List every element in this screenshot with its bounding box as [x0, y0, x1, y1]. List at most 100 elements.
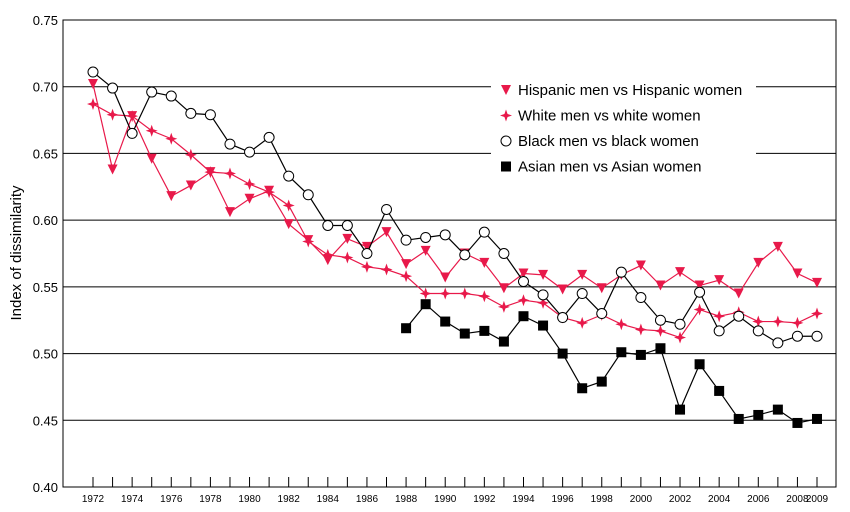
data-point — [459, 249, 471, 261]
data-point — [184, 148, 197, 161]
x-tick-label: 2006 — [747, 494, 770, 505]
data-point — [400, 270, 413, 283]
series-3 — [401, 299, 822, 428]
y-tick-label: 0.75 — [33, 13, 58, 28]
data-point — [792, 417, 803, 428]
data-point — [204, 166, 217, 179]
data-point — [498, 336, 509, 347]
data-point — [302, 235, 315, 248]
data-point — [753, 257, 764, 268]
x-tick-label: 2004 — [708, 494, 731, 505]
data-point — [537, 289, 549, 301]
data-point — [361, 241, 372, 252]
y-tick-label: 0.45 — [33, 413, 58, 428]
data-point — [146, 153, 157, 164]
data-point — [752, 315, 765, 328]
data-point — [675, 404, 686, 415]
y-axis-ticks: 0.40 0.45 0.50 0.55 0.60 0.65 0.70 0.75 — [33, 13, 58, 495]
data-point — [772, 337, 784, 349]
data-point — [518, 311, 529, 322]
data-point — [772, 404, 783, 415]
data-point — [557, 312, 569, 324]
data-point — [694, 280, 705, 291]
data-point — [342, 233, 353, 244]
data-point — [654, 314, 666, 326]
data-point — [498, 283, 509, 294]
y-tick-label: 0.65 — [33, 146, 58, 161]
x-tick-label: 1982 — [278, 494, 301, 505]
data-point — [615, 318, 628, 331]
data-point — [107, 164, 118, 175]
x-tick-label: 1978 — [199, 494, 222, 505]
data-point — [282, 199, 295, 212]
data-point — [458, 287, 471, 300]
y-tick-label: 0.40 — [33, 480, 58, 495]
x-axis-ticks: 1972 1974 1976 1978 1980 1982 1984 1986 1988 1990… — [82, 477, 829, 505]
data-point — [674, 318, 686, 330]
y-tick-label: 0.55 — [33, 280, 58, 295]
data-point — [420, 245, 431, 256]
legend-marker — [501, 161, 511, 172]
data-point — [145, 124, 158, 137]
data-point — [166, 191, 177, 202]
data-point — [244, 193, 255, 204]
data-point — [244, 146, 256, 158]
data-point — [615, 266, 627, 278]
data-point — [263, 186, 276, 199]
data-point — [557, 348, 568, 359]
data-point — [752, 325, 764, 337]
data-point — [694, 286, 706, 298]
data-point — [439, 229, 451, 241]
data-point — [596, 283, 607, 294]
data-point — [185, 180, 196, 191]
legend: Hispanic men vs Hispanic women White men … — [491, 71, 756, 189]
data-point — [87, 98, 99, 111]
data-point — [479, 257, 490, 268]
x-tick-label: 1994 — [512, 494, 535, 505]
data-point — [537, 296, 550, 309]
data-point — [518, 268, 529, 279]
data-point — [497, 300, 510, 313]
data-point — [693, 303, 706, 316]
data-point — [576, 316, 589, 329]
data-point — [360, 260, 373, 273]
data-point — [106, 108, 119, 121]
data-point — [126, 127, 138, 139]
legend-label: White men vs white women — [518, 108, 701, 125]
data-point — [654, 324, 667, 337]
x-tick-label: 2009 — [806, 494, 829, 505]
data-point — [812, 413, 822, 424]
data-point — [557, 284, 568, 295]
data-point — [713, 325, 725, 337]
data-point — [517, 294, 530, 307]
data-point — [811, 307, 823, 320]
data-point — [634, 323, 647, 336]
data-point — [811, 330, 823, 342]
x-tick-label: 2000 — [630, 494, 653, 505]
x-tick-label: 1990 — [434, 494, 457, 505]
series-line — [405, 303, 818, 424]
data-point — [517, 276, 529, 288]
data-point — [87, 66, 99, 78]
data-point — [185, 107, 197, 119]
data-point — [107, 82, 119, 94]
data-point — [146, 86, 158, 98]
x-tick-label: 1974 — [121, 494, 144, 505]
legend-background — [491, 71, 756, 189]
data-point — [635, 260, 646, 271]
data-point — [401, 323, 412, 334]
data-point — [635, 349, 646, 360]
data-point — [400, 234, 412, 246]
data-point — [674, 331, 687, 344]
data-point — [341, 251, 354, 264]
data-point — [714, 275, 725, 286]
data-point — [381, 227, 392, 238]
x-tick-label: 1988 — [395, 494, 418, 505]
legend-label: Black men vs black women — [518, 133, 699, 150]
data-point — [420, 231, 432, 243]
data-point — [733, 310, 745, 322]
data-point — [596, 308, 608, 320]
data-point — [204, 109, 216, 121]
y-tick-label: 0.60 — [33, 213, 58, 228]
